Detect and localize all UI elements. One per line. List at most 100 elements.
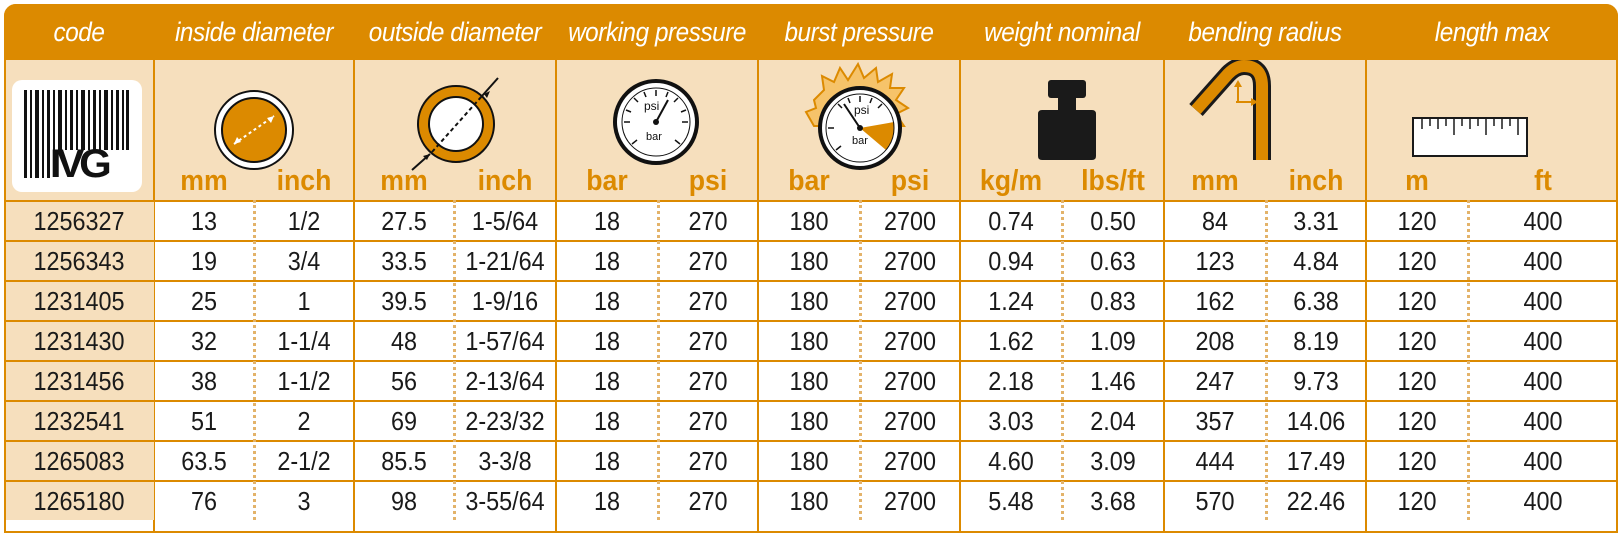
- table-cell: 14.06: [1286, 405, 1346, 436]
- row-divider: [4, 440, 1618, 442]
- table-cell: 84: [1201, 205, 1229, 236]
- weight-icon: [1036, 78, 1098, 167]
- code-cell-background: [4, 322, 154, 360]
- table-cell: 400: [1523, 205, 1563, 236]
- table-cell: 98: [390, 485, 418, 516]
- unit-label: inch: [276, 164, 332, 197]
- table-cell: 400: [1523, 245, 1563, 276]
- table-cell: 1.09: [1090, 325, 1136, 356]
- ruler-icon: [1412, 117, 1528, 162]
- barcode-logo-icon: IVG: [12, 80, 142, 192]
- table-cell: 2700: [883, 325, 937, 356]
- table-cell-code: 1232541: [33, 405, 125, 436]
- table-cell: 3-55/64: [465, 485, 545, 516]
- pressure-gauge-icon: psi bar: [612, 78, 700, 171]
- table-cell: 18: [593, 245, 621, 276]
- table-cell: 1: [297, 285, 311, 316]
- table-cell: 1.62: [988, 325, 1034, 356]
- row-divider: [4, 400, 1618, 402]
- table-cell: 444: [1195, 445, 1235, 476]
- table-cell-code: 1231405: [33, 285, 125, 316]
- table-cell: 400: [1523, 445, 1563, 476]
- code-cell-background: [4, 202, 154, 240]
- row-divider: [4, 240, 1618, 242]
- unit-label: ft: [1534, 164, 1552, 197]
- table-cell: 33.5: [381, 245, 427, 276]
- table-cell: 400: [1523, 285, 1563, 316]
- table-cell: 8.19: [1293, 325, 1339, 356]
- table-cell: 25: [190, 285, 218, 316]
- table-cell: 570: [1195, 485, 1235, 516]
- code-cell-background: [4, 242, 154, 280]
- table-cell: 180: [789, 485, 829, 516]
- table-cell: 247: [1195, 365, 1235, 396]
- table-cell: 120: [1397, 325, 1437, 356]
- dotted-divider: [1265, 200, 1268, 520]
- table-cell: 4.84: [1293, 245, 1339, 276]
- gauge-psi-label: psi: [644, 99, 660, 113]
- unit-label: m: [1405, 164, 1429, 197]
- table-cell: 1-57/64: [465, 325, 545, 356]
- table-cell: 120: [1397, 245, 1437, 276]
- header-inside-diameter: inside diameter: [174, 16, 334, 47]
- table-cell: 2700: [883, 205, 937, 236]
- table-cell: 85.5: [381, 445, 427, 476]
- bending-radius-icon: [1176, 56, 1286, 175]
- table-cell: 4.60: [988, 445, 1034, 476]
- table-cell: 0.83: [1090, 285, 1136, 316]
- burst-gauge-psi-label: psi: [854, 103, 870, 117]
- header-working-pressure: working pressure: [568, 16, 746, 47]
- row-divider: [4, 320, 1618, 322]
- dotted-divider: [1061, 200, 1064, 520]
- table-cell: 400: [1523, 405, 1563, 436]
- table-cell: 3.03: [988, 405, 1034, 436]
- table-cell: 1-1/2: [277, 365, 331, 396]
- table-cell: 270: [688, 405, 728, 436]
- inside-diameter-icon: [212, 88, 296, 177]
- table-cell-code: 1256343: [33, 245, 125, 276]
- unit-label: psi: [890, 164, 930, 197]
- dotted-divider: [657, 200, 660, 520]
- unit-label: mm: [180, 164, 228, 197]
- table-cell: 120: [1397, 405, 1437, 436]
- row-divider: [4, 280, 1618, 282]
- table-cell: 2700: [883, 445, 937, 476]
- table-cell: 3.31: [1293, 205, 1339, 236]
- code-cell-background: [4, 402, 154, 440]
- table-cell: 180: [789, 325, 829, 356]
- table-cell: 2700: [883, 485, 937, 516]
- table-cell: 123: [1195, 245, 1235, 276]
- burst-gauge-bar-label: bar: [852, 135, 868, 147]
- column-divider: [1163, 60, 1165, 533]
- row-divider: [4, 480, 1618, 482]
- table-cell: 13: [190, 205, 218, 236]
- unit-label: kg/m: [979, 164, 1043, 197]
- gauge-bar-label: bar: [646, 131, 662, 143]
- table-cell: 1/2: [287, 205, 321, 236]
- table-cell: 270: [688, 285, 728, 316]
- table-cell: 2700: [883, 365, 937, 396]
- logo-text: IVG: [49, 142, 112, 186]
- header-outside-diameter: outside diameter: [368, 16, 542, 47]
- unit-label: bar: [788, 164, 830, 197]
- table-cell: 18: [593, 485, 621, 516]
- unit-label: inch: [1288, 164, 1344, 197]
- dotted-divider: [859, 200, 862, 520]
- table-cell: 0.63: [1090, 245, 1136, 276]
- table-cell: 2.04: [1090, 405, 1136, 436]
- table-cell: 3-3/8: [478, 445, 532, 476]
- header-weight-nominal: weight nominal: [984, 16, 1140, 47]
- table-cell: 400: [1523, 325, 1563, 356]
- column-divider: [353, 60, 355, 533]
- table-cell: 1.24: [988, 285, 1034, 316]
- table-cell: 3.68: [1090, 485, 1136, 516]
- table-cell: 3.09: [1090, 445, 1136, 476]
- table-cell: 120: [1397, 285, 1437, 316]
- header-bar: [4, 4, 1618, 60]
- table-cell: 2-13/64: [465, 365, 545, 396]
- table-cell-code: 1265180: [33, 485, 125, 516]
- unit-label: mm: [1191, 164, 1239, 197]
- outside-diameter-icon: [402, 74, 510, 179]
- table-cell: 69: [390, 405, 418, 436]
